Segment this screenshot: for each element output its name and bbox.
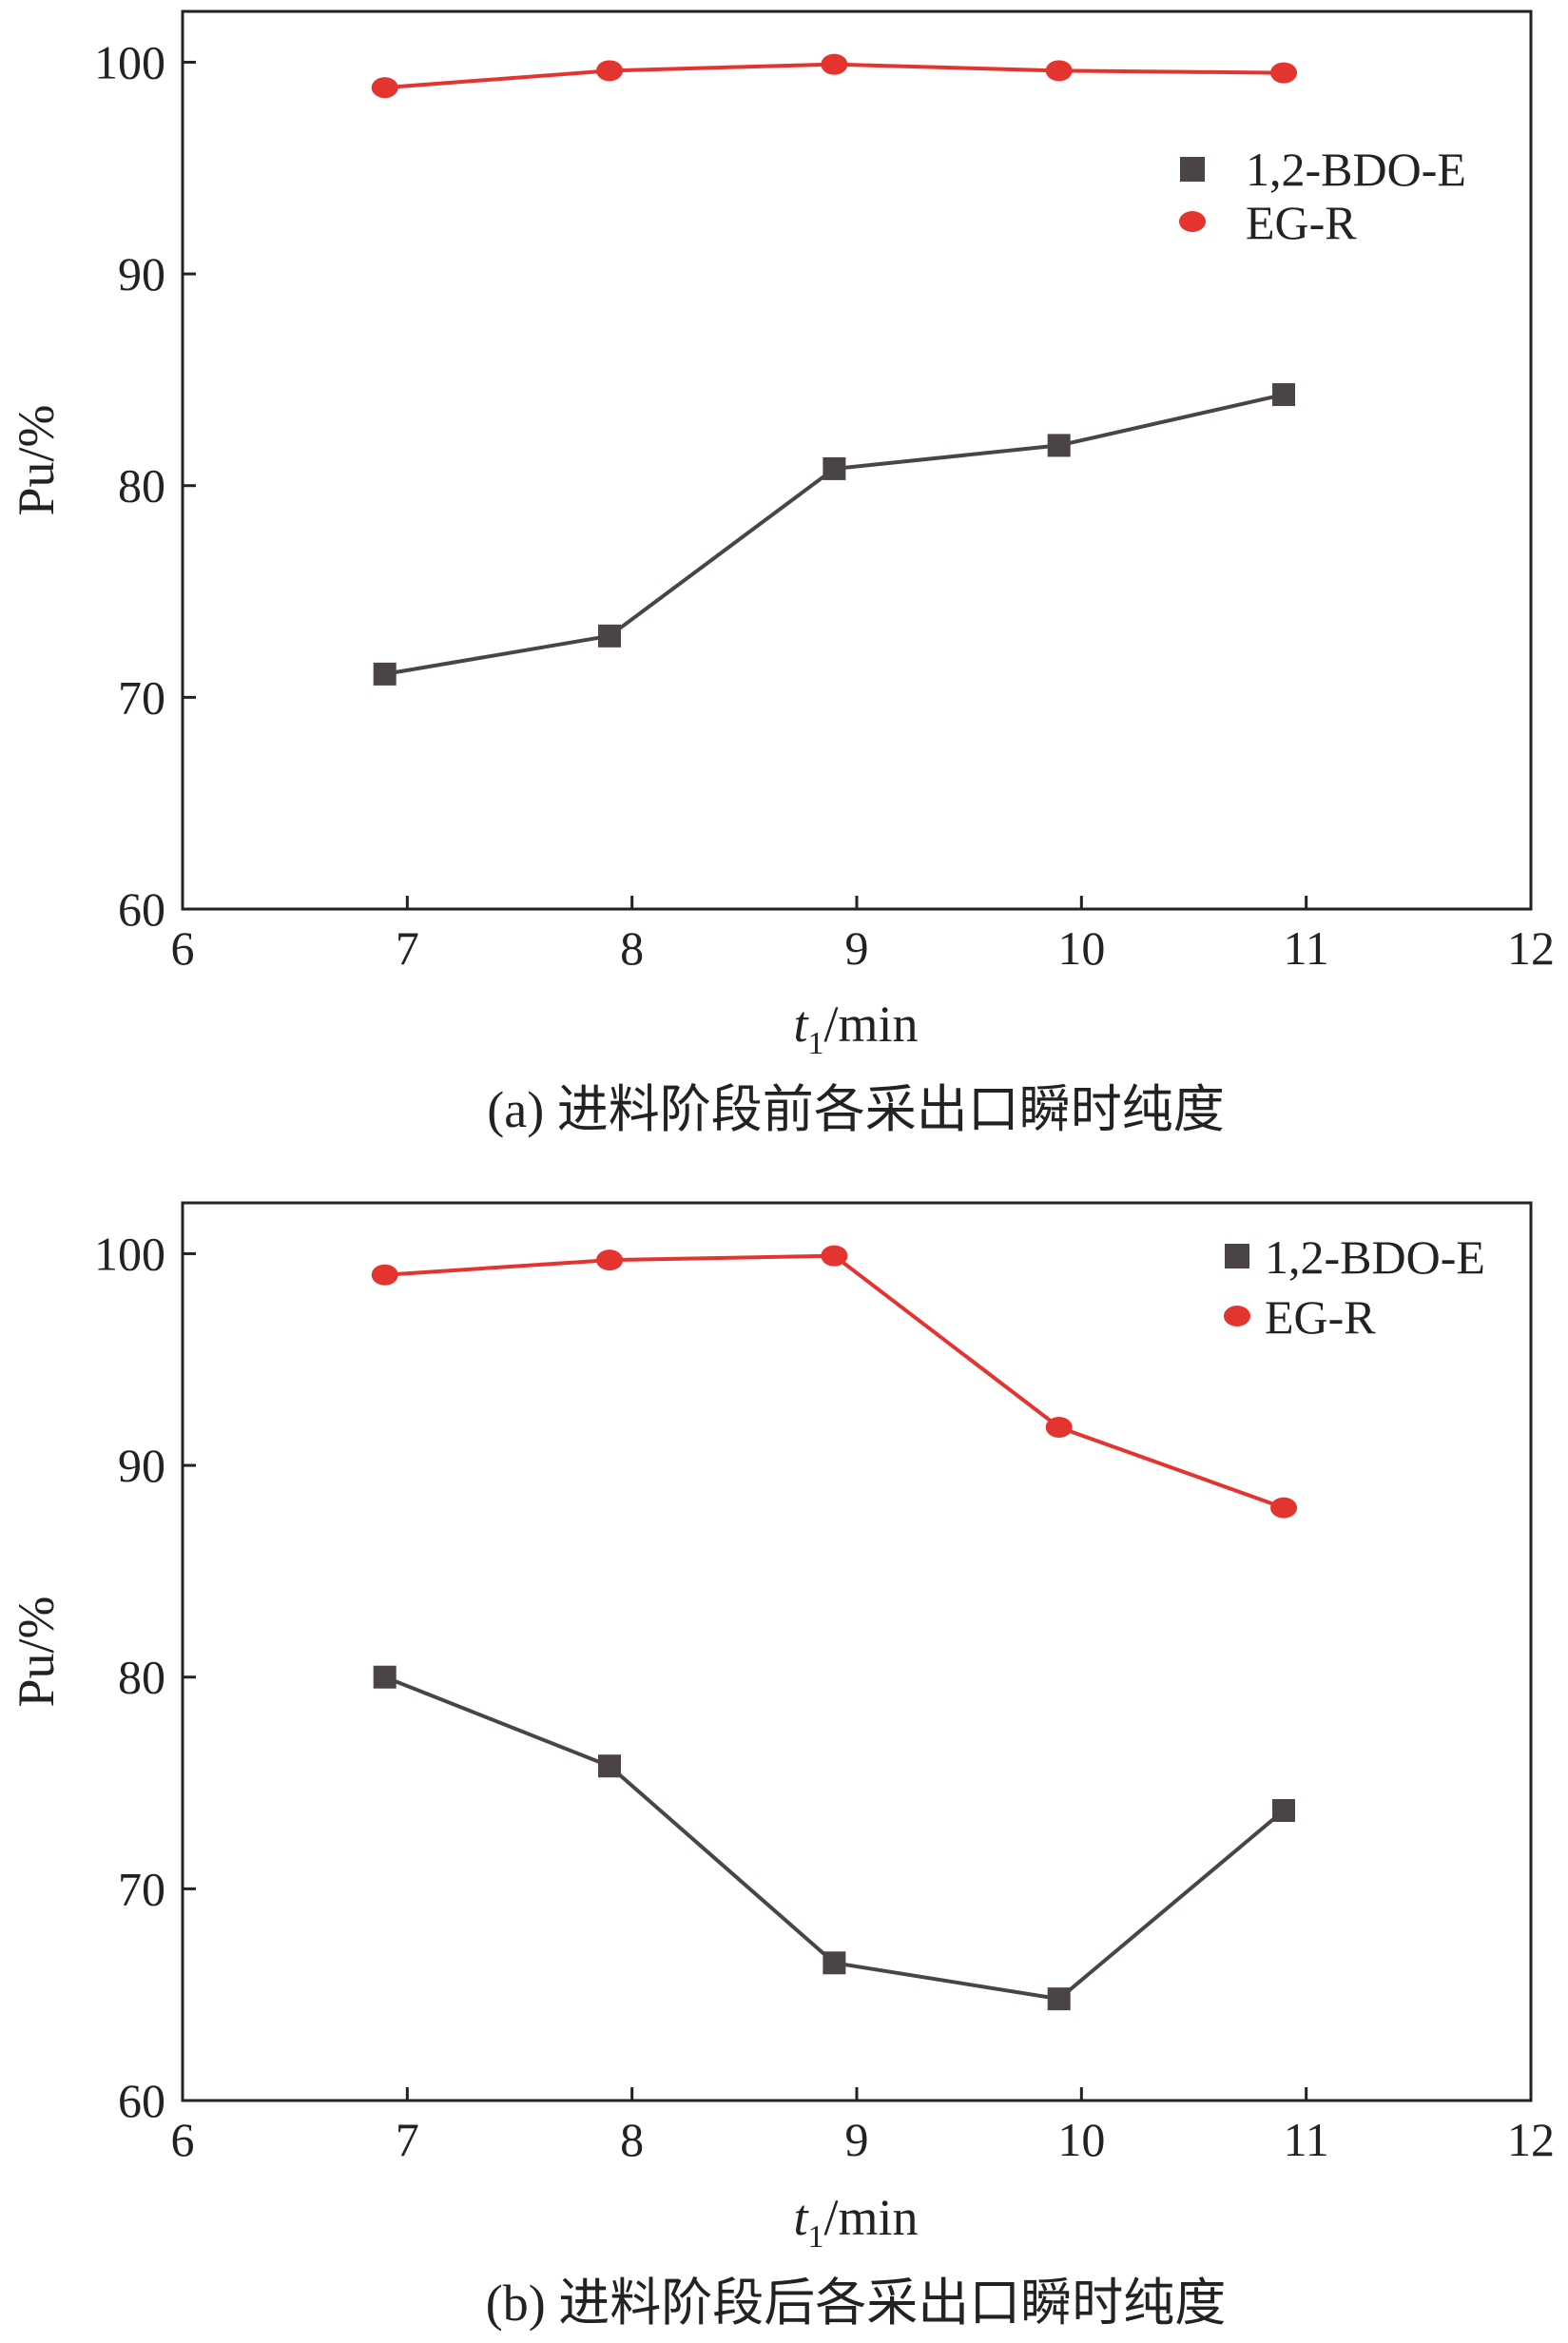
x-tick-label: 12 xyxy=(1507,2113,1555,2166)
data-point-1 xyxy=(1047,1987,1071,2011)
x-axis-var: t xyxy=(793,996,809,1053)
caption: (b) 进料阶段后各采出口瞬时纯度 xyxy=(486,2275,1226,2332)
x-axis-var: t xyxy=(793,2189,809,2246)
legend-label-2: EG-R xyxy=(1246,196,1357,249)
data-point-2 xyxy=(371,1264,398,1286)
legend-label-1: 1,2-BDO-E xyxy=(1265,1230,1485,1284)
data-point-2 xyxy=(596,60,624,82)
y-tick-label: 70 xyxy=(118,670,165,724)
y-tick-label: 90 xyxy=(118,247,165,300)
data-point-1 xyxy=(1272,382,1296,406)
x-axis-title: t1/min xyxy=(793,996,918,1061)
series-line-1 xyxy=(384,393,1285,676)
y-tick-label: 80 xyxy=(118,459,165,513)
x-tick-label: 8 xyxy=(620,2113,644,2166)
y-tick-label: 100 xyxy=(94,1227,165,1280)
legend-marker-square xyxy=(1225,1244,1249,1268)
x-axis-title: t1/min xyxy=(793,2189,918,2255)
data-point-2 xyxy=(1270,62,1298,84)
x-tick-label: 7 xyxy=(396,2113,419,2166)
data-point-1 xyxy=(1272,1798,1296,1822)
data-point-1 xyxy=(598,1754,622,1778)
y-tick-label: 60 xyxy=(118,882,165,936)
x-tick-label: 9 xyxy=(845,2113,869,2166)
series-lines xyxy=(384,62,1285,676)
y-tick-label: 70 xyxy=(118,1862,165,1915)
chart-panel-a: 6 7 8 9 10 11 12 60 70 80 90 100 1,2-BDO-E EG-R Pu… xyxy=(8,10,1555,1138)
data-point-2 xyxy=(821,53,848,75)
series-markers xyxy=(371,1245,1298,2011)
data-point-1 xyxy=(373,1665,397,1689)
x-tick-label: 12 xyxy=(1507,921,1555,975)
data-point-1 xyxy=(823,1951,846,1975)
data-point-1 xyxy=(1047,434,1071,457)
data-point-2 xyxy=(596,1249,624,1271)
x-tick-label: 7 xyxy=(396,921,419,975)
data-point-2 xyxy=(371,77,398,99)
x-tick-label: 11 xyxy=(1284,921,1329,975)
chart-panel-b: 6 7 8 9 10 11 12 60 70 80 90 100 1,2-BDO-E EG-R Pu… xyxy=(8,1201,1555,2332)
x-axis-unit: /min xyxy=(824,996,919,1053)
series-line-1 xyxy=(383,1675,1286,2002)
y-axis-title: Pu/% xyxy=(8,404,65,515)
x-tick-label: 11 xyxy=(1284,2113,1329,2166)
data-point-1 xyxy=(823,456,846,480)
data-point-1 xyxy=(373,662,397,686)
y-tick-label: 80 xyxy=(118,1651,165,1704)
series-lines xyxy=(383,1253,1286,2002)
series-line-2 xyxy=(384,1253,1285,1510)
data-point-2 xyxy=(821,1245,848,1267)
x-tick-label: 6 xyxy=(171,921,195,975)
x-tick-label: 10 xyxy=(1057,921,1105,975)
x-tick-label: 8 xyxy=(620,921,644,975)
data-point-2 xyxy=(1270,1497,1298,1519)
data-point-2 xyxy=(1045,1417,1073,1438)
series-markers xyxy=(371,53,1298,686)
x-ticks: 6 7 8 9 10 11 12 xyxy=(171,896,1555,975)
y-tick-label: 90 xyxy=(118,1439,165,1492)
data-point-2 xyxy=(1045,60,1073,82)
x-tick-label: 9 xyxy=(845,921,869,975)
y-ticks: 60 70 80 90 100 xyxy=(94,1227,196,2127)
legend-marker-circle xyxy=(1179,211,1206,232)
legend-marker-circle xyxy=(1224,1306,1250,1326)
y-tick-label: 100 xyxy=(94,35,165,88)
y-ticks: 60 70 80 90 100 xyxy=(94,35,196,936)
x-ticks: 6 7 8 9 10 11 12 xyxy=(171,2087,1555,2166)
data-point-1 xyxy=(598,624,622,648)
legend-marker-square xyxy=(1180,157,1205,182)
caption: (a) 进料阶段前各采出口瞬时纯度 xyxy=(487,1081,1224,1138)
x-tick-label: 10 xyxy=(1057,2113,1105,2166)
x-tick-label: 6 xyxy=(171,2113,195,2166)
y-tick-label: 60 xyxy=(118,2074,165,2127)
legend-label-1: 1,2-BDO-E xyxy=(1246,143,1466,196)
legend: 1,2-BDO-E EG-R xyxy=(1179,143,1466,249)
legend: 1,2-BDO-E EG-R xyxy=(1224,1230,1485,1344)
x-axis-sub: 1 xyxy=(808,2219,824,2255)
legend-label-2: EG-R xyxy=(1265,1290,1376,1344)
x-axis-sub: 1 xyxy=(808,1026,824,1061)
x-axis-unit: /min xyxy=(824,2189,919,2246)
y-axis-title: Pu/% xyxy=(8,1596,65,1707)
